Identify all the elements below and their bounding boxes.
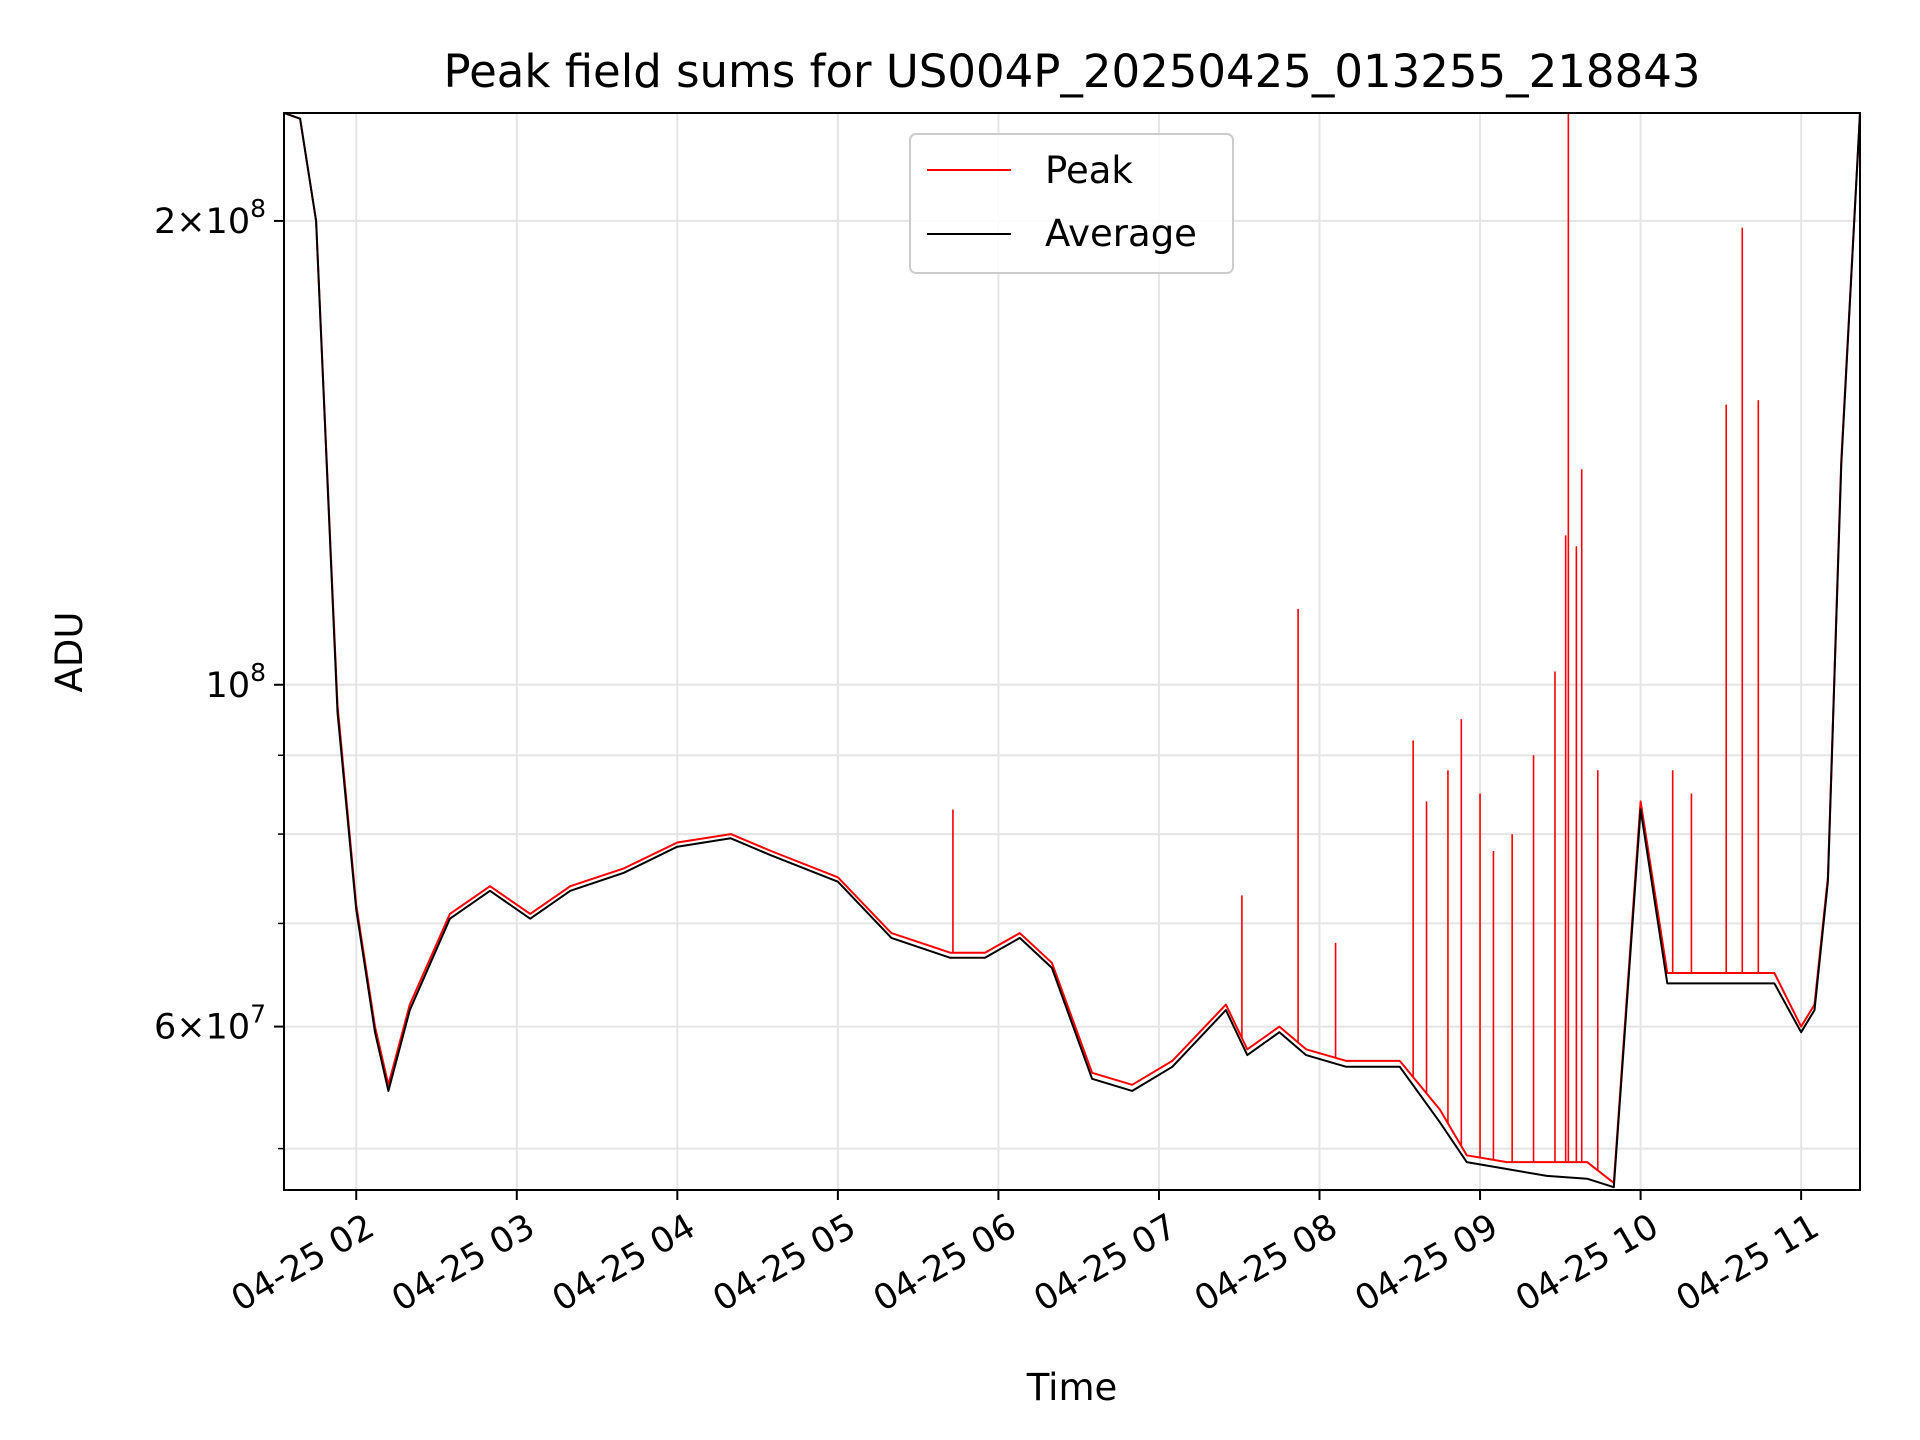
- series-peak-line: [284, 113, 1860, 1184]
- legend-average-label: Average: [1045, 212, 1197, 255]
- legend: Peak Average: [909, 133, 1234, 274]
- y-tick-label: 108: [206, 658, 266, 706]
- y-axis-label: ADU: [48, 612, 91, 693]
- legend-box: [909, 133, 1234, 274]
- legend-peak-label: Peak: [1045, 149, 1133, 192]
- chart-title: Peak field sums for US004P_20250425_0132…: [444, 45, 1701, 98]
- y-tick-label: 6×107: [154, 1000, 266, 1048]
- series-average-line: [284, 113, 1860, 1189]
- y-axis-ticks: 6×107 108 2×108: [154, 194, 284, 1150]
- series-layer: [284, 113, 1860, 1189]
- x-axis-label: Time: [1026, 1366, 1118, 1409]
- plot-frame: [283, 112, 1861, 1191]
- y-tick-label: 2×108: [154, 194, 266, 242]
